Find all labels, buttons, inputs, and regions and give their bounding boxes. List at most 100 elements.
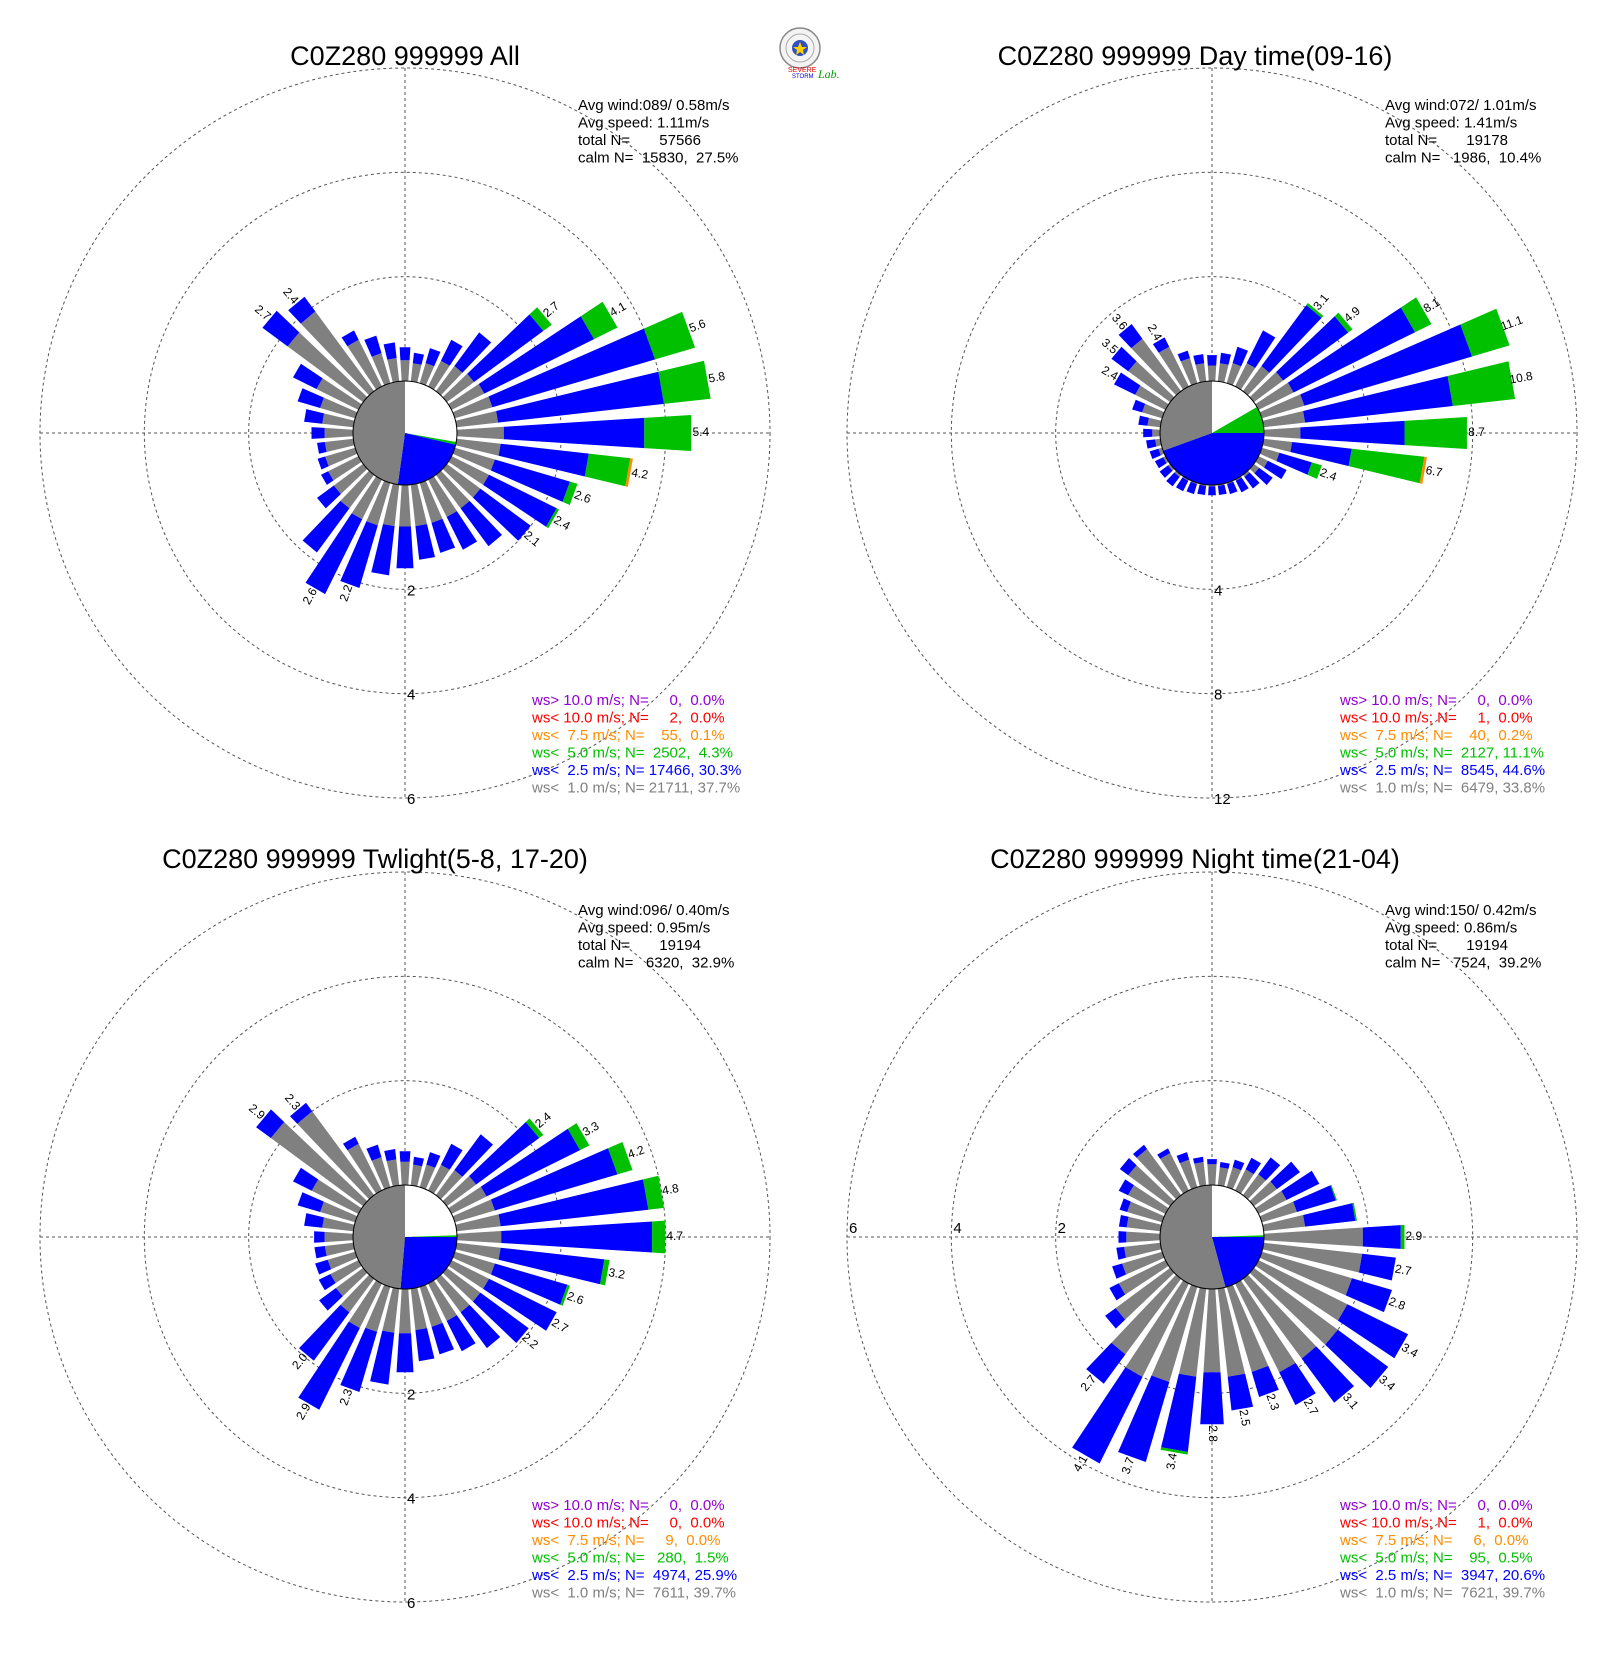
bar-segment-green <box>600 1259 610 1286</box>
legend-entry: ws< 1.0 m/s; N= 7611, 39.7% <box>531 1585 736 1602</box>
bar-segment-gray <box>1179 1159 1198 1190</box>
bar-segment-gray <box>1178 1287 1207 1377</box>
bar-segment-green <box>1334 312 1353 333</box>
bar-segment-green <box>644 415 692 451</box>
bar-value-label: 2.3 <box>336 1386 355 1407</box>
bar-segment-gray <box>1122 1251 1165 1275</box>
bar-segment-blue <box>1303 376 1453 423</box>
bar-value-label: 2.5 <box>1236 1408 1253 1427</box>
bar-segment-gray <box>1255 1190 1287 1214</box>
bar-segment-gray <box>320 1201 358 1223</box>
bar-segment-blue <box>318 1274 336 1291</box>
bar-segment-blue <box>490 1148 618 1211</box>
bar-segment-blue <box>314 1246 327 1259</box>
bar-segment-gray <box>1168 463 1175 471</box>
bar-segment-gray <box>1158 346 1189 390</box>
bar-segment-blue <box>297 388 324 408</box>
bar-segment-gray <box>452 447 495 471</box>
bar-segment-gray <box>1249 372 1284 403</box>
bar-segment-gray <box>1217 363 1229 383</box>
bar-segment-blue <box>256 1109 285 1138</box>
bar-segment-blue <box>1177 350 1190 362</box>
legend-entry: ws< 10.0 m/s; N= 1, 0.0% <box>1339 1515 1533 1532</box>
bar-segment-blue <box>1157 1148 1171 1159</box>
bar-segment-green <box>1307 462 1322 479</box>
stat-line: total N= 57566 <box>578 132 701 149</box>
bar-segment-blue <box>314 1231 325 1243</box>
bar-segment-blue <box>1254 467 1273 485</box>
panel-title: C0Z280 999999 Day time(09-16) <box>998 41 1393 71</box>
legend-entry: ws< 7.5 m/s; N= 9, 0.0% <box>531 1532 720 1549</box>
bar-segment-blue <box>1276 316 1349 381</box>
bar-segment-blue <box>1161 1373 1197 1452</box>
bar-value-label: 8.7 <box>1468 425 1485 439</box>
bar-segment-blue <box>1208 486 1216 496</box>
calm-pie-slice-green <box>405 433 457 445</box>
bar-segment-green <box>1160 1447 1188 1455</box>
bar-segment-green <box>1460 308 1510 357</box>
bar-segment-gray <box>1262 1242 1363 1273</box>
bar-segment-gray <box>387 358 400 383</box>
bar-segment-blue <box>498 1179 649 1227</box>
legend-entry: ws< 5.0 m/s; N= 280, 1.5% <box>531 1550 729 1567</box>
bar-segment-green <box>1348 448 1425 484</box>
panel-title: C0Z280 999999 All <box>290 41 520 71</box>
bar-segment-blue <box>1245 1157 1261 1175</box>
stat-line: total N= 19194 <box>1385 937 1508 954</box>
bar-segment-gray <box>328 456 362 481</box>
bar-segment-gray <box>1158 447 1165 456</box>
bar-segment-blue <box>472 488 531 541</box>
bar-segment-green <box>567 1123 590 1151</box>
bar-segment-gray <box>335 1267 368 1297</box>
legend-entry: ws< 10.0 m/s; N= 1, 0.0% <box>1339 710 1533 727</box>
ring-label: 2 <box>407 1386 415 1403</box>
bar-segment-blue <box>490 1263 568 1305</box>
bar-segment-gray <box>371 1157 391 1190</box>
bar-segment-blue <box>503 417 645 449</box>
bar-segment-gray <box>1126 1231 1161 1243</box>
bar-segment-gray <box>1255 456 1268 468</box>
bar-segment-blue <box>460 500 502 547</box>
bar-segment-gray <box>1263 1227 1363 1247</box>
calm-pie-slice-gray <box>352 380 405 485</box>
bar-segment-gray <box>455 1242 501 1260</box>
bar-segment-gray <box>435 470 470 509</box>
bar-segment-blue <box>1118 1179 1134 1196</box>
bar-segment-blue <box>1166 472 1180 487</box>
bar-segment-gray <box>324 438 355 452</box>
stat-line: Avg speed: 1.11m/s <box>578 115 709 132</box>
bar-segment-blue <box>498 1247 605 1285</box>
bar-segment-blue <box>370 1330 395 1385</box>
bar-segment-gray <box>1255 382 1294 410</box>
bar-segment-gray <box>1259 1251 1352 1296</box>
bar-segment-gray <box>442 373 475 403</box>
calm-pie-slice-blank <box>405 381 457 442</box>
bar-segment-gray <box>322 413 355 428</box>
bar-segment-gray <box>455 1214 501 1232</box>
ring-label: 4 <box>1214 582 1222 599</box>
legend-entry: ws< 10.0 m/s; N= 2, 0.0% <box>531 710 725 727</box>
bar-segment-blue <box>396 1333 414 1373</box>
bar-segment-blue <box>440 1143 463 1170</box>
bar-segment-blue <box>371 524 395 576</box>
bar-segment-gray <box>448 1260 489 1289</box>
bar-segment-green <box>584 453 631 487</box>
bar-segment-green <box>652 1220 666 1254</box>
bar-segment-gray <box>347 1143 382 1194</box>
bar-segment-gray <box>1124 1242 1162 1258</box>
bar-segment-gray <box>1131 338 1182 396</box>
legend-entry: ws> 10.0 m/s; N= 0, 0.0% <box>531 692 725 709</box>
bar-segment-blue <box>454 332 492 373</box>
bar-segment-blue <box>501 1221 653 1253</box>
bar-segment-gray <box>435 1274 470 1313</box>
bar-segment-blue <box>317 456 329 470</box>
bar-segment-gray <box>1155 438 1162 447</box>
panel-title: C0Z280 999999 Twlight(5-8, 17-20) <box>162 844 588 874</box>
bar-segment-gray <box>452 396 493 419</box>
calm-pie-slice-blank <box>405 1184 457 1237</box>
bar-segment-blue <box>1244 472 1260 489</box>
bar-segment-blue <box>426 1152 441 1168</box>
bar-segment-blue <box>1261 305 1322 373</box>
